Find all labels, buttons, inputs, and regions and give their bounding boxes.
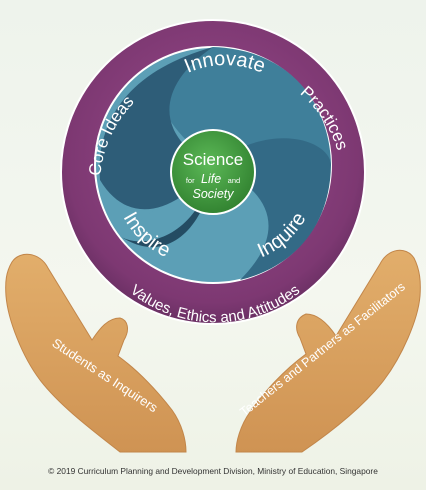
center-circle [170,129,256,215]
center-subtitle-line3: Society [193,187,235,201]
center-title: Science [183,150,243,169]
right-hand-icon [235,249,421,453]
copyright-notice: © 2019 Curriculum Planning and Developme… [48,466,378,476]
left-hand-icon [5,253,187,453]
center-subtitle: for Life and [186,170,240,187]
